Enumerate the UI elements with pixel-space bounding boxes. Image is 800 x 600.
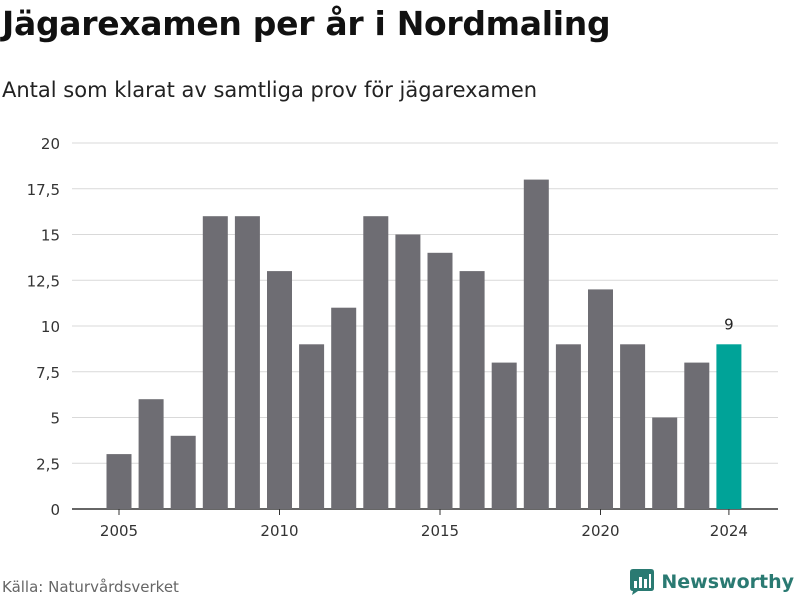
bar xyxy=(267,271,292,509)
bar-highlight xyxy=(716,344,742,509)
bar xyxy=(523,179,549,509)
x-tick-label: 2015 xyxy=(421,522,459,540)
y-axis: 0 2,5 5 7,5 10 12,5 15 17,5 20 xyxy=(27,135,60,519)
bar xyxy=(491,362,517,509)
bar xyxy=(427,252,453,510)
y-tick-label: 0 xyxy=(50,501,60,519)
bar xyxy=(459,271,485,509)
brand-name: Newsworthy xyxy=(661,571,794,593)
bar-chart-logo-icon xyxy=(630,569,655,595)
brand-logo: Newsworthy xyxy=(629,568,794,596)
x-tick-label: 2005 xyxy=(100,522,138,540)
bar xyxy=(652,417,678,509)
x-tick-label: 2020 xyxy=(581,522,619,540)
bar xyxy=(363,216,389,509)
chart-subtitle: Antal som klarat av samtliga prov för jä… xyxy=(2,78,538,102)
bars xyxy=(106,179,742,510)
bar xyxy=(620,344,646,509)
data-labels: 9 xyxy=(724,315,734,333)
bar xyxy=(299,344,325,509)
bar xyxy=(106,454,132,509)
y-tick-label: 5 xyxy=(50,410,60,428)
x-tick-label: 2010 xyxy=(260,522,298,540)
bar xyxy=(395,234,421,509)
bar xyxy=(555,344,581,509)
bar xyxy=(138,399,164,509)
data-label: 9 xyxy=(724,315,734,333)
y-tick-label: 10 xyxy=(41,318,60,336)
y-tick-label: 17,5 xyxy=(27,181,60,199)
y-tick-label: 12,5 xyxy=(27,272,60,290)
bar-chart: 0 2,5 5 7,5 10 12,5 15 17,5 20 9 2005 2010 2015 202… xyxy=(27,135,778,540)
y-tick-label: 20 xyxy=(41,135,60,153)
bar xyxy=(684,362,710,509)
y-tick-label: 15 xyxy=(41,227,60,245)
y-tick-label: 7,5 xyxy=(36,364,60,382)
bar xyxy=(588,289,613,509)
bar xyxy=(234,216,260,509)
y-tick-label: 2,5 xyxy=(36,455,60,473)
source-note: Källa: Naturvårdsverket xyxy=(2,578,179,596)
bar xyxy=(202,216,228,509)
chart-title: Jägarexamen per år i Nordmaling xyxy=(2,4,611,43)
bar xyxy=(170,435,196,509)
bar xyxy=(331,307,357,509)
x-tick-label: 2024 xyxy=(710,522,748,540)
x-axis: 2005 2010 2015 2020 2024 xyxy=(100,509,748,540)
